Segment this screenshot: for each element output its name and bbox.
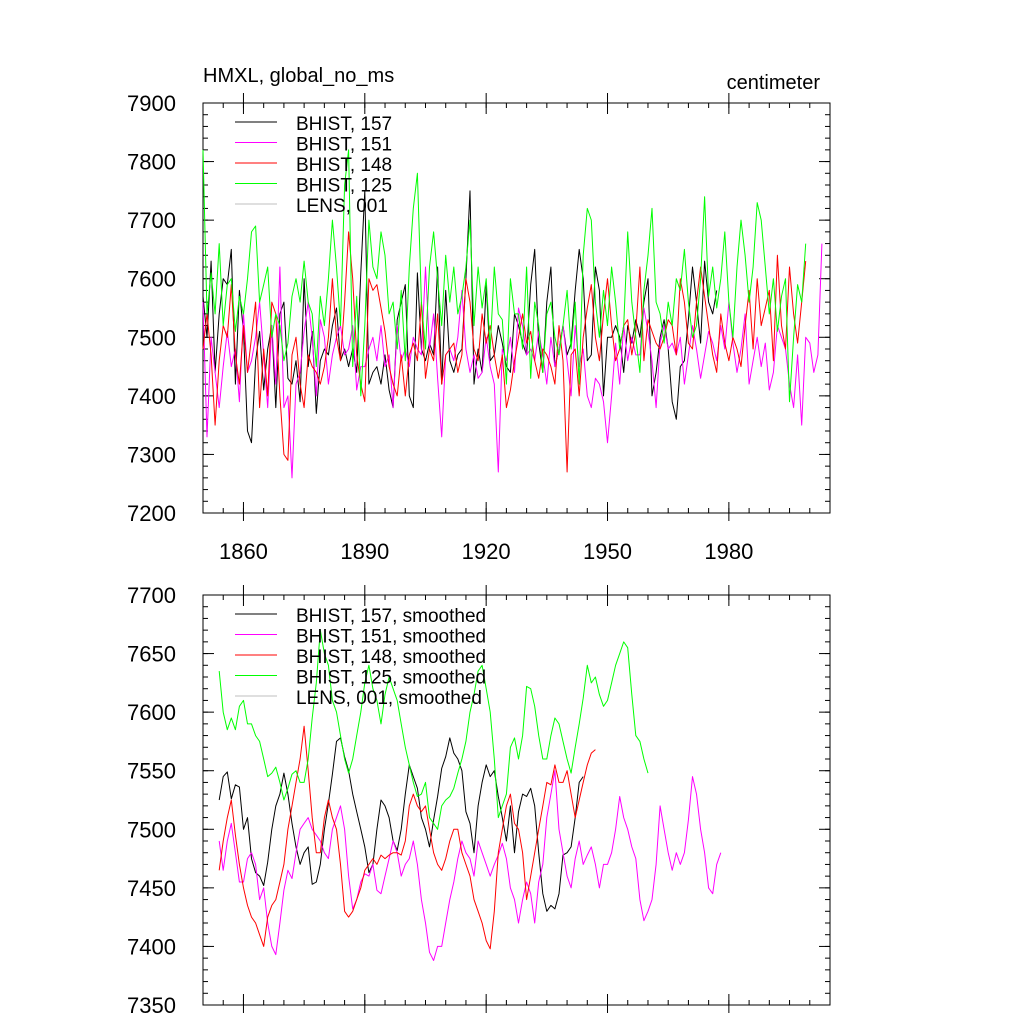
plot-frame bbox=[202, 594, 831, 1006]
legend-entry: BHIST, 125, smoothed bbox=[296, 668, 486, 689]
y-tick-label: 7650 bbox=[127, 642, 176, 667]
x-tick-label: 1920 bbox=[462, 539, 511, 564]
series-line-4 bbox=[218, 629, 649, 830]
y-tick-label: 7400 bbox=[127, 934, 176, 959]
units-label: centimeter bbox=[727, 72, 821, 94]
y-tick-label: 7450 bbox=[127, 876, 176, 901]
y-tick-label: 7600 bbox=[127, 267, 176, 292]
y-tick-label: 7500 bbox=[127, 817, 176, 842]
y-tick-label: 7500 bbox=[127, 325, 176, 350]
legend-entry: BHIST, 151, smoothed bbox=[296, 627, 486, 648]
legend-entry: LENS, 001 bbox=[296, 196, 388, 217]
legend-entry: BHIST, 148 bbox=[296, 155, 392, 176]
y-tick-label: 7350 bbox=[127, 993, 176, 1018]
series-line-4 bbox=[202, 149, 807, 403]
series-line-3 bbox=[202, 231, 807, 473]
y-tick-label: 7300 bbox=[127, 442, 176, 467]
chart-title: HMXL, global_no_ms bbox=[203, 65, 394, 87]
legend-entry: BHIST, 157, smoothed bbox=[296, 606, 486, 627]
legend-entry: LENS, 001, smoothed bbox=[296, 688, 482, 709]
legend-entry: BHIST, 148, smoothed bbox=[296, 647, 486, 668]
y-tick-label: 7800 bbox=[127, 150, 176, 175]
series-line-3 bbox=[218, 725, 596, 950]
x-tick-label: 1860 bbox=[219, 539, 268, 564]
series-line-2 bbox=[218, 770, 722, 961]
bottom-panel-hmxl-smoothed: 7350 7400 7450 7500 7550 7600 7650 7700 BHIST, 1… bbox=[127, 583, 831, 1018]
top-panel-hmxl-raw: 7200 7300 7400 7500 7600 7700 7800 7900 1860 1890… bbox=[127, 65, 831, 564]
x-tick-label: 1950 bbox=[583, 539, 632, 564]
y-tick-label: 7550 bbox=[127, 759, 176, 784]
y-tick-label: 7200 bbox=[127, 501, 176, 526]
y-tick-label: 7900 bbox=[127, 91, 176, 116]
y-tick-label: 7700 bbox=[127, 208, 176, 233]
y-tick-label: 7600 bbox=[127, 700, 176, 725]
x-tick-label: 1980 bbox=[704, 539, 753, 564]
legend-entry: BHIST, 151 bbox=[296, 135, 392, 156]
legend-entry: BHIST, 157 bbox=[296, 114, 392, 135]
series-line-1 bbox=[218, 737, 584, 912]
y-tick-label: 7400 bbox=[127, 384, 176, 409]
x-tick-label: 1890 bbox=[340, 539, 389, 564]
y-tick-label: 7700 bbox=[127, 583, 176, 608]
legend-entry: BHIST, 125 bbox=[296, 176, 392, 197]
